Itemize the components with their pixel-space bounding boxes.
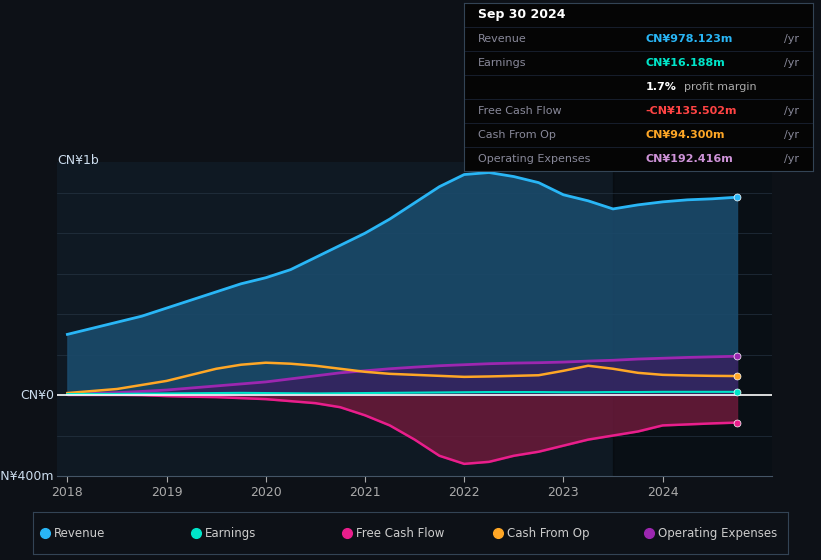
Text: Free Cash Flow: Free Cash Flow [478, 106, 562, 116]
Text: CN¥94.300m: CN¥94.300m [645, 130, 725, 140]
Text: Cash From Op: Cash From Op [507, 527, 589, 540]
Text: CN¥16.188m: CN¥16.188m [645, 58, 725, 68]
Text: Operating Expenses: Operating Expenses [478, 154, 590, 164]
Bar [613, 162, 777, 476]
Text: /yr: /yr [784, 34, 799, 44]
Text: /yr: /yr [784, 154, 799, 164]
Text: Revenue: Revenue [478, 34, 526, 44]
Text: Operating Expenses: Operating Expenses [658, 527, 777, 540]
Text: Free Cash Flow: Free Cash Flow [356, 527, 444, 540]
Text: Earnings: Earnings [478, 58, 526, 68]
Text: /yr: /yr [784, 58, 799, 68]
Text: Sep 30 2024: Sep 30 2024 [478, 8, 566, 21]
Text: Cash From Op: Cash From Op [478, 130, 556, 140]
Text: Earnings: Earnings [205, 527, 256, 540]
Text: profit margin: profit margin [684, 82, 756, 92]
Text: -CN¥400m: -CN¥400m [0, 469, 54, 483]
Text: /yr: /yr [784, 130, 799, 140]
Text: /yr: /yr [784, 106, 799, 116]
Text: CN¥978.123m: CN¥978.123m [645, 34, 732, 44]
Text: Revenue: Revenue [54, 527, 105, 540]
Text: CN¥1b: CN¥1b [57, 154, 99, 167]
Text: -CN¥135.502m: -CN¥135.502m [645, 106, 736, 116]
Text: CN¥192.416m: CN¥192.416m [645, 154, 733, 164]
Text: CN¥0: CN¥0 [20, 389, 54, 402]
Text: 1.7%: 1.7% [645, 82, 677, 92]
